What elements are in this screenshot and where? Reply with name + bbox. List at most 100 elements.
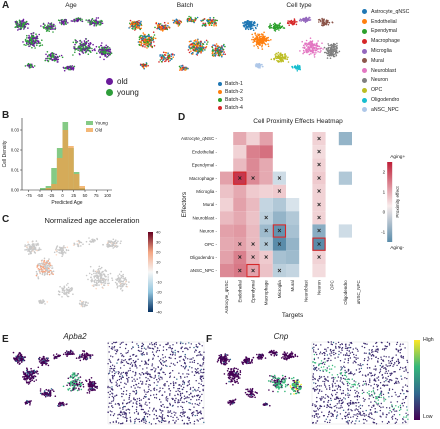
- umap-point: [75, 387, 77, 389]
- umap-point: [73, 374, 76, 376]
- umap-point: [68, 353, 71, 355]
- umap-point: [101, 278, 104, 280]
- heatmap-cell: [220, 237, 234, 251]
- heatmap-title: Cell Proximity Effects Heatmap: [253, 118, 343, 125]
- heat-colorbar-tick: 2: [383, 170, 386, 175]
- spatial-point: [156, 384, 158, 387]
- heat-colorbar: [387, 162, 393, 242]
- umap-point: [184, 67, 186, 69]
- umap-point: [188, 15, 190, 18]
- umap-point: [103, 284, 106, 287]
- spatial-point: [178, 401, 180, 403]
- umap-point: [211, 52, 214, 55]
- umap-point: [252, 36, 254, 38]
- umap-point: [29, 42, 31, 44]
- umap-point: [118, 273, 121, 275]
- umap-point: [220, 51, 222, 54]
- significance-mark: ×: [277, 175, 281, 182]
- umap-point: [27, 63, 30, 66]
- umap-point: [31, 34, 33, 37]
- umap-point: [83, 40, 86, 42]
- celltype-legend-entry: aNSC_NPC: [362, 105, 409, 115]
- umap-point: [66, 65, 69, 68]
- umap-point: [23, 373, 26, 375]
- umap-point: [276, 56, 279, 58]
- umap-point: [28, 40, 31, 42]
- umap-point: [252, 27, 254, 30]
- umap-point: [88, 378, 91, 381]
- heatmap-cell: [246, 171, 260, 185]
- umap-point: [27, 383, 30, 385]
- umap-point: [62, 249, 65, 252]
- umap-point: [311, 41, 313, 43]
- umap-point: [37, 242, 39, 245]
- row-label: Macrophage -: [189, 176, 217, 181]
- umap-point: [108, 47, 111, 49]
- spatial-point: [189, 402, 191, 404]
- umap-point: [35, 33, 37, 35]
- spatial-point: [181, 392, 184, 394]
- umap-point: [45, 267, 48, 269]
- spatial-point: [143, 416, 146, 418]
- umap-point: [321, 42, 323, 44]
- umap-point: [70, 389, 73, 392]
- spatial-point: [121, 355, 123, 357]
- umap-point: [107, 280, 109, 282]
- spatial-point: [176, 378, 178, 380]
- umap-point: [120, 280, 123, 282]
- umap-point: [278, 26, 280, 29]
- umap-point: [145, 44, 147, 46]
- spatial-point: [193, 411, 195, 413]
- umap-point: [95, 287, 97, 290]
- umap-point: [116, 283, 118, 285]
- umap-point: [143, 64, 146, 66]
- umap-point: [125, 280, 127, 283]
- umap-point: [43, 257, 46, 260]
- umap-point: [63, 245, 65, 247]
- umap-point: [103, 49, 106, 51]
- umap-point: [140, 44, 142, 47]
- umap-point: [107, 284, 109, 286]
- spatial-point: [188, 408, 190, 411]
- umap-point: [181, 68, 183, 70]
- x-tick-label: 100: [104, 193, 112, 198]
- umap-point: [105, 52, 107, 54]
- umap-point: [33, 45, 35, 47]
- umap-point: [64, 20, 67, 23]
- spatial-point: [126, 362, 129, 364]
- spatial-point: [171, 350, 173, 352]
- umap-point: [48, 25, 50, 28]
- umap-point: [133, 20, 135, 23]
- umap-point: [256, 25, 258, 27]
- spatial-point: [188, 383, 191, 385]
- spatial-point: [188, 397, 190, 399]
- umap-point: [103, 278, 106, 280]
- legend-marker: [362, 87, 367, 93]
- umap-point: [261, 48, 264, 50]
- spatial-point: [167, 411, 169, 414]
- umap-point: [53, 251, 56, 254]
- umap-point: [97, 275, 100, 278]
- umap-point: [166, 28, 169, 31]
- colorbar-tick-label: -40: [156, 310, 163, 315]
- umap-point: [76, 389, 79, 392]
- umap-point: [44, 394, 46, 396]
- umap-point: [22, 41, 24, 43]
- umap-point: [97, 278, 100, 280]
- umap-point: [312, 49, 315, 51]
- umap-point: [195, 47, 198, 50]
- umap-point: [211, 22, 213, 24]
- column-label: aNSC_NPC: [356, 279, 361, 304]
- umap-point: [63, 69, 66, 72]
- umap-point: [141, 63, 143, 66]
- umap-point: [311, 48, 314, 51]
- umap-point: [32, 34, 34, 37]
- umap-point: [102, 53, 104, 55]
- umap-point: [74, 46, 76, 48]
- umap-point: [254, 32, 256, 34]
- spatial-point: [164, 391, 166, 393]
- heatmap-cell: [220, 198, 234, 212]
- umap-point: [143, 35, 145, 38]
- column-label: Ependymal: [251, 280, 256, 303]
- umap-point: [77, 245, 80, 248]
